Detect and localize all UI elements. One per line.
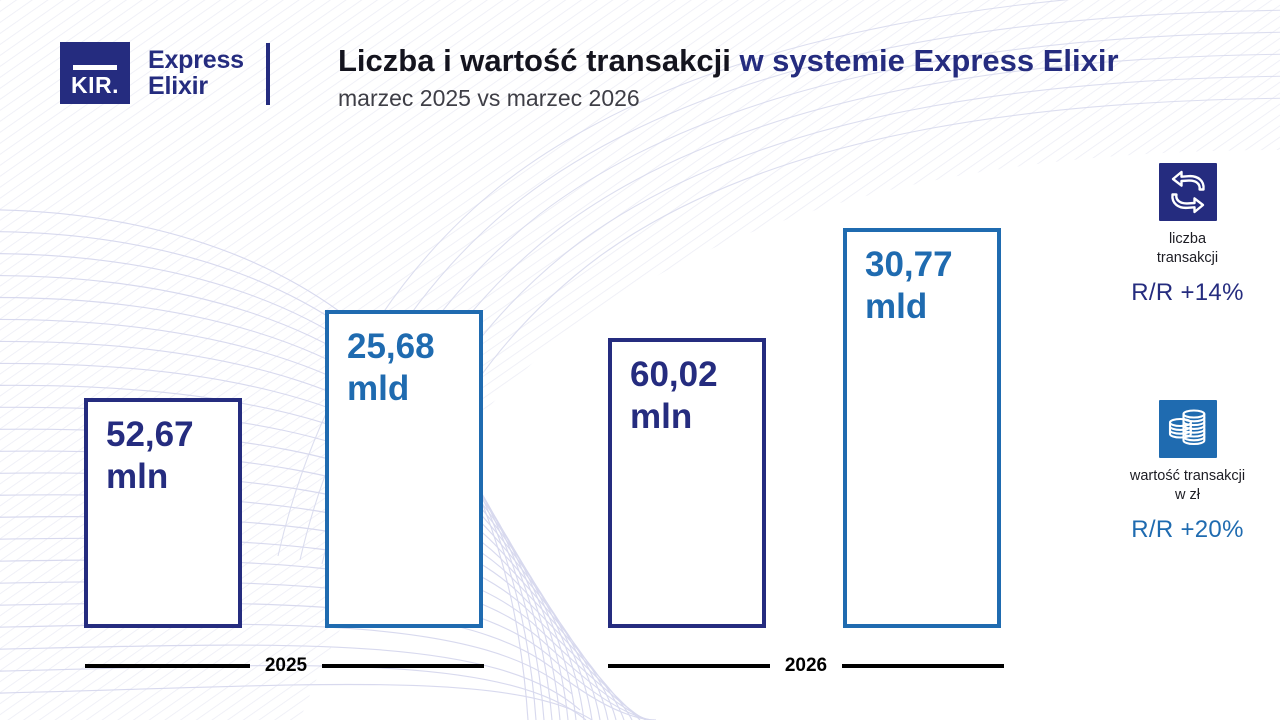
page-title-part-blue: w systemie Express Elixir xyxy=(739,43,1119,78)
page-subtitle: marzec 2025 vs marzec 2026 xyxy=(338,85,640,111)
title-block: Liczba i wartość transakcji w systemie E… xyxy=(338,42,1119,112)
brand-name: Express Elixir xyxy=(148,47,244,99)
bar-label-2026-transaction-count: 60,02 mln xyxy=(630,354,718,438)
axis-rule-2026-right xyxy=(842,664,1004,668)
bar-label-2025-transaction-value: 25,68 mld xyxy=(347,326,435,410)
axis-rule-2025-right xyxy=(322,664,484,668)
axis-year-2025: 2025 xyxy=(264,655,308,676)
bar-value-2026-transaction-count: 60,02 xyxy=(630,355,718,394)
legend-caption-line1: wartość transakcji xyxy=(1129,468,1246,484)
bar-value-2026-transaction-value: 30,77 xyxy=(865,245,953,284)
bar-unit-2026-transaction-value: mld xyxy=(865,287,928,326)
legend-delta-transaction-value: R/R +20% xyxy=(1131,516,1244,543)
bar-value-2025-transaction-count: 52,67 xyxy=(106,415,194,454)
axis-rule-2025-left xyxy=(85,664,250,668)
legend-delta-transaction-count: R/R +14% xyxy=(1131,279,1244,306)
brand-name-line2: Elixir xyxy=(148,72,208,100)
legend-caption-line2: w zł xyxy=(1175,487,1200,503)
bar-2025-transaction-value[interactable]: 25,68 mld xyxy=(325,310,483,628)
legend: liczba transakcji R/R +14% xyxy=(1095,0,1280,720)
bar-2026-transaction-value[interactable]: 30,77 mld xyxy=(843,228,1001,628)
legend-caption-line2: transakcji xyxy=(1156,250,1219,266)
kir-logo-text: KIR. xyxy=(71,72,119,98)
exchange-arrows-icon xyxy=(1158,163,1217,221)
bar-label-2026-transaction-value: 30,77 mld xyxy=(865,244,953,328)
bar-2026-transaction-count[interactable]: 60,02 mln xyxy=(608,338,766,628)
axis-rule-2026-left xyxy=(608,664,770,668)
legend-caption-transaction-count: liczba transakcji xyxy=(1095,230,1280,268)
legend-item-transaction-count[interactable]: liczba transakcji R/R +14% xyxy=(1095,163,1280,307)
page-title: Liczba i wartość transakcji w systemie E… xyxy=(338,42,1119,80)
page-title-part-dark: Liczba i wartość transakcji xyxy=(338,43,731,78)
bar-label-2025-transaction-count: 52,67 mln xyxy=(106,414,194,498)
brand-name-line1: Express xyxy=(148,46,244,74)
axis-year-2026: 2026 xyxy=(784,655,828,676)
kir-logo-mark: KIR. xyxy=(60,42,130,104)
legend-caption-transaction-value: wartość transakcji w zł xyxy=(1095,467,1280,505)
bar-unit-2025-transaction-value: mld xyxy=(347,369,410,408)
legend-caption-line1: liczba xyxy=(1168,231,1207,247)
header: KIR. Express Elixir Liczba i wartość tra… xyxy=(0,0,1280,140)
bar-unit-2026-transaction-count: mln xyxy=(630,397,693,436)
bar-2025-transaction-count[interactable]: 52,67 mln xyxy=(84,398,242,628)
express-elixir-logo: KIR. Express Elixir xyxy=(60,42,244,104)
header-divider xyxy=(266,43,270,105)
bar-value-2025-transaction-value: 25,68 xyxy=(347,327,435,366)
legend-item-transaction-value[interactable]: wartość transakcji w zł R/R +20% xyxy=(1095,400,1280,544)
bar-unit-2025-transaction-count: mln xyxy=(106,457,169,496)
coin-stack-icon xyxy=(1158,400,1217,458)
kir-logo-rule xyxy=(73,65,117,70)
